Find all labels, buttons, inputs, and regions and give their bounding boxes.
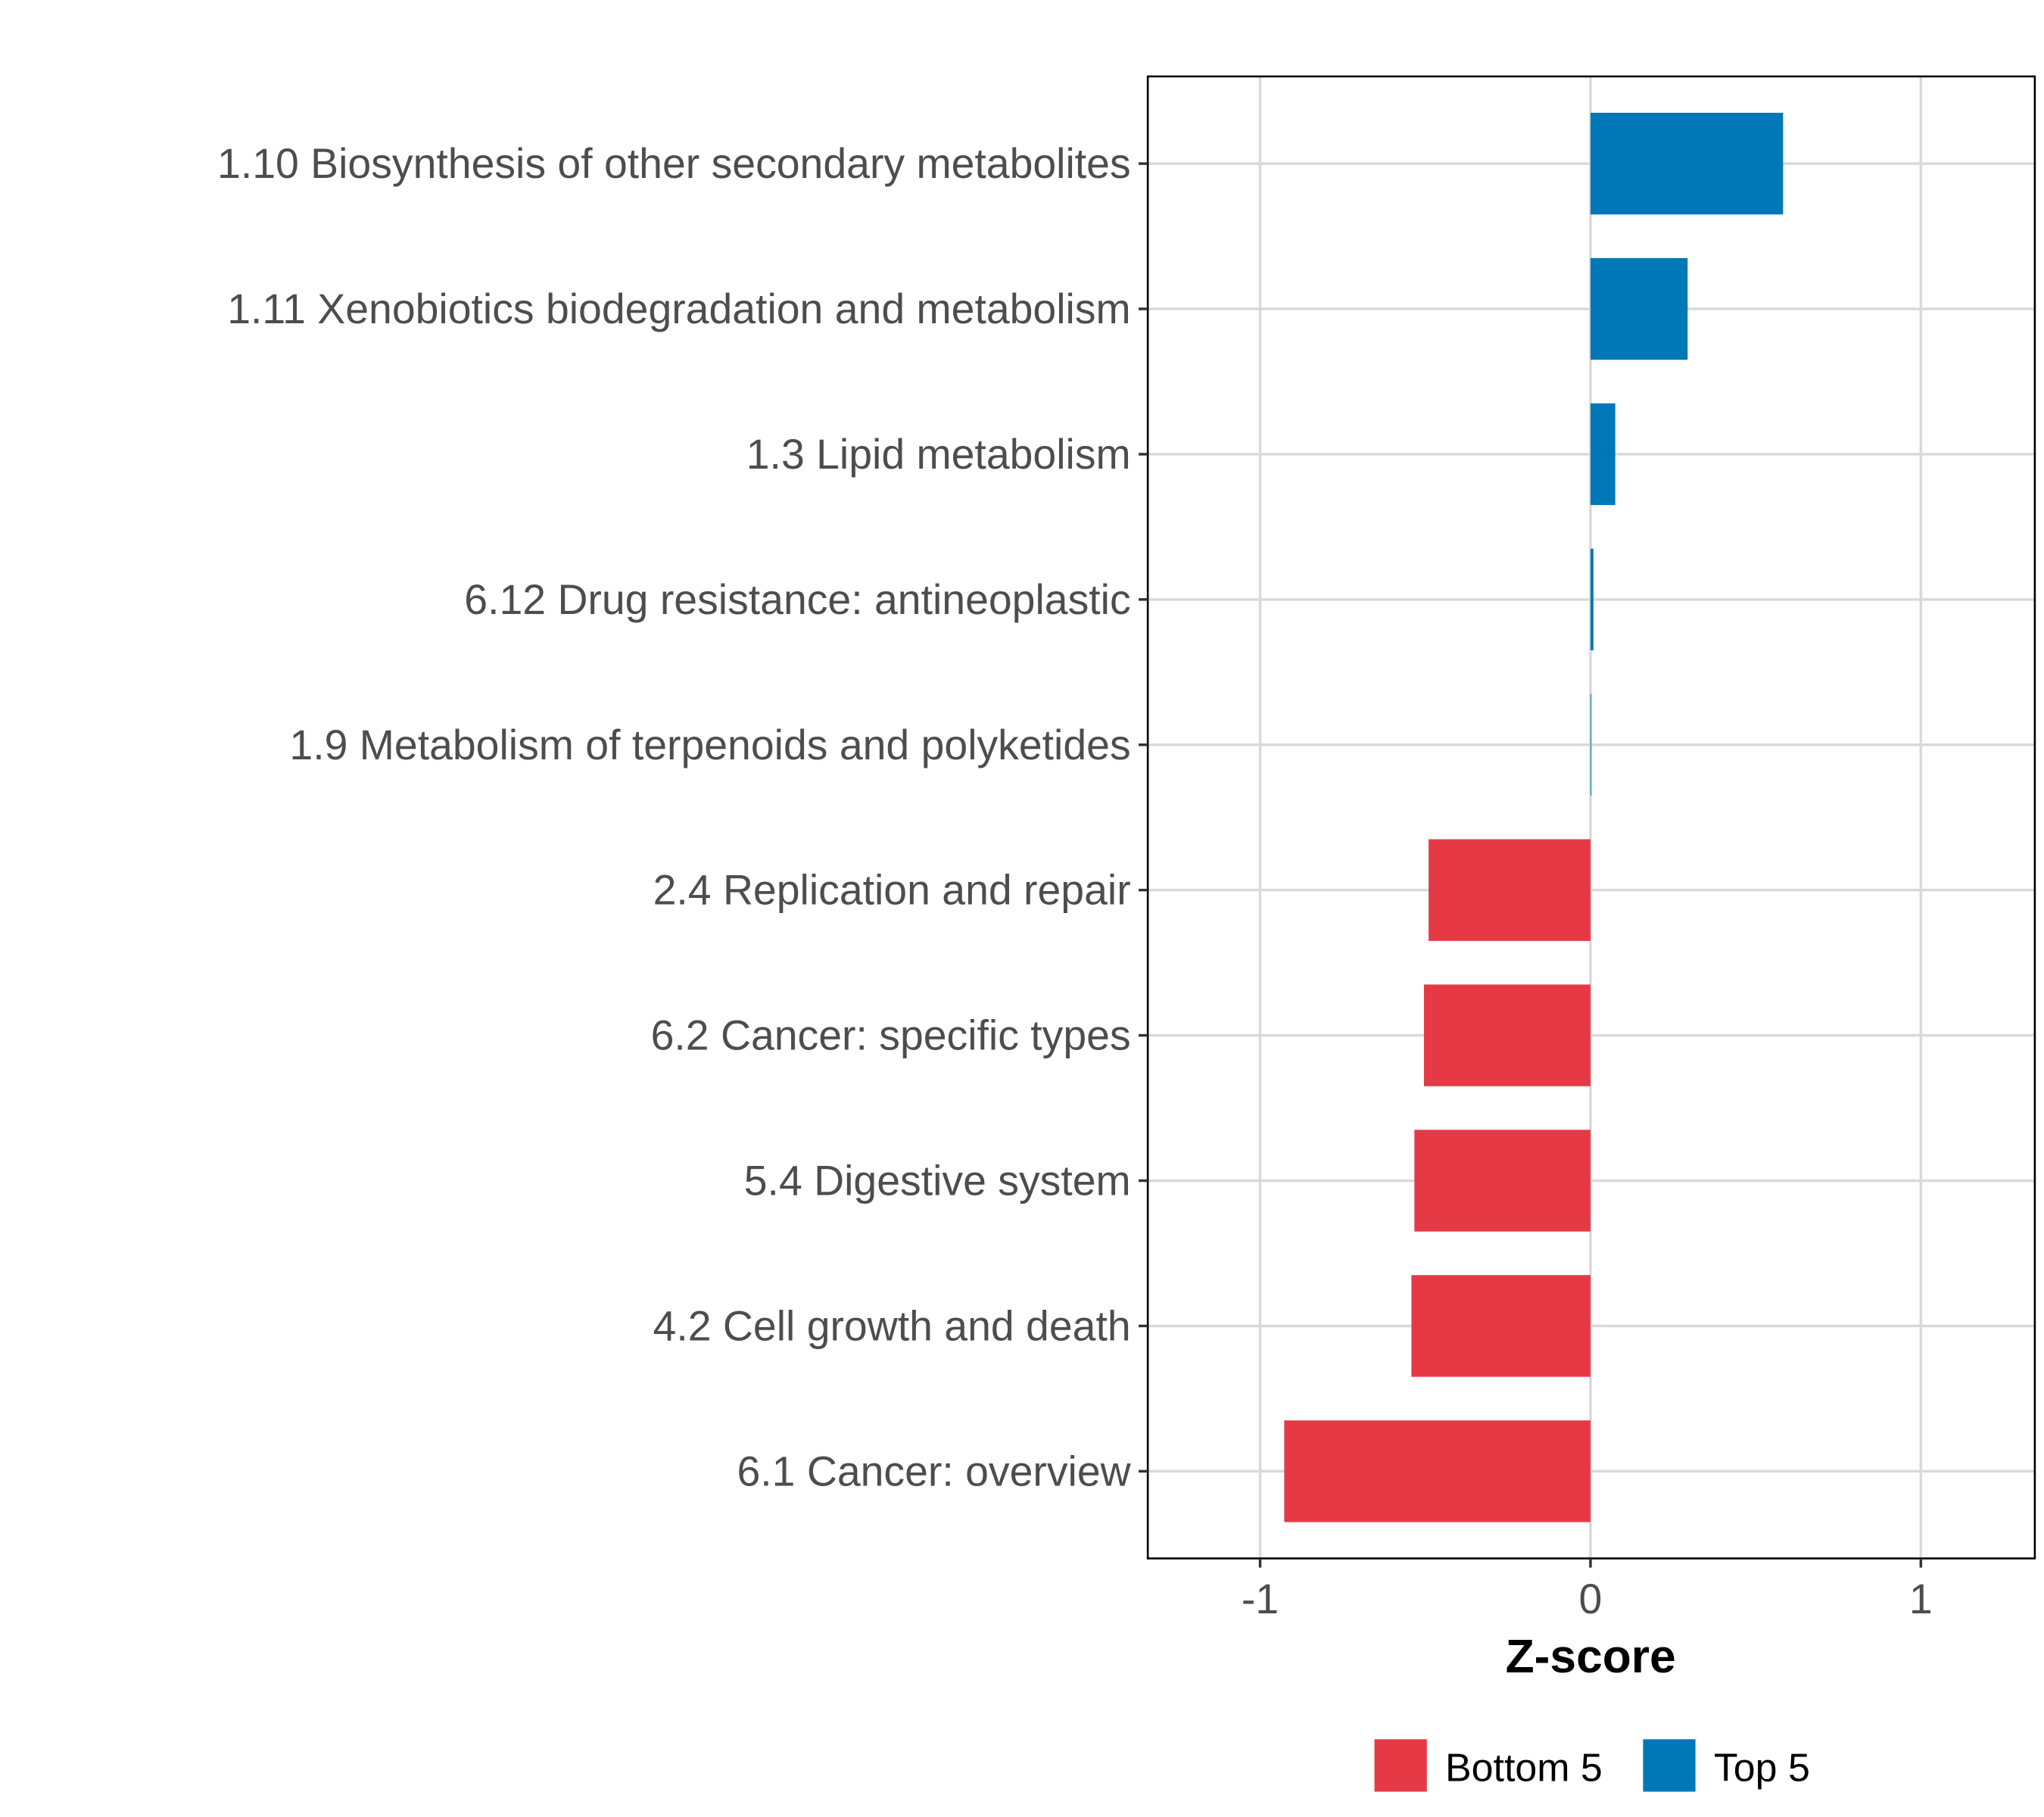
y-tick-label: 4.2 Cell growth and death — [653, 1302, 1131, 1349]
x-tick-label: 1 — [1909, 1575, 1933, 1622]
y-tick-label: 2.4 Replication and repair — [653, 867, 1131, 914]
y-axis-labels: 1.10 Biosynthesis of other secondary met… — [217, 140, 1148, 1494]
bar — [1411, 1275, 1591, 1377]
x-axis-ticks: -1 0 1 — [1242, 1558, 1933, 1622]
y-tick-label: 1.3 Lipid metabolism — [746, 431, 1131, 478]
y-tick-label: 1.9 Metabolism of terpenoids and polyket… — [289, 722, 1130, 768]
bar — [1414, 1130, 1591, 1232]
x-axis-title: Z-score — [1506, 1631, 1676, 1683]
bar — [1590, 548, 1594, 651]
legend: Bottom 5 Top 5 — [1374, 1739, 1810, 1792]
y-tick-label: 6.2 Cancer: specific types — [651, 1012, 1131, 1059]
legend-swatch — [1374, 1739, 1427, 1792]
y-tick-label: 1.11 Xenobiotics biodegradation and meta… — [227, 285, 1130, 332]
bar — [1590, 257, 1688, 360]
legend-swatch — [1643, 1739, 1696, 1792]
plot-border — [1146, 75, 2036, 1560]
y-tick-label: 6.12 Drug resistance: antineoplastic — [464, 576, 1130, 623]
bar — [1429, 839, 1591, 941]
bar — [1590, 403, 1616, 506]
legend-label: Top 5 — [1714, 1747, 1810, 1791]
bar — [1284, 1420, 1591, 1522]
y-tick-label: 6.1 Cancer: overview — [737, 1448, 1131, 1494]
y-tick-label: 5.4 Digestive system — [744, 1158, 1131, 1205]
y-tick-label: 1.10 Biosynthesis of other secondary met… — [217, 140, 1131, 187]
bar — [1423, 984, 1591, 1086]
x-tick-label: -1 — [1242, 1575, 1279, 1622]
bars — [1284, 112, 1784, 1522]
bar — [1590, 112, 1784, 215]
x-tick-label: 0 — [1579, 1575, 1603, 1622]
legend-label: Bottom 5 — [1445, 1747, 1603, 1791]
